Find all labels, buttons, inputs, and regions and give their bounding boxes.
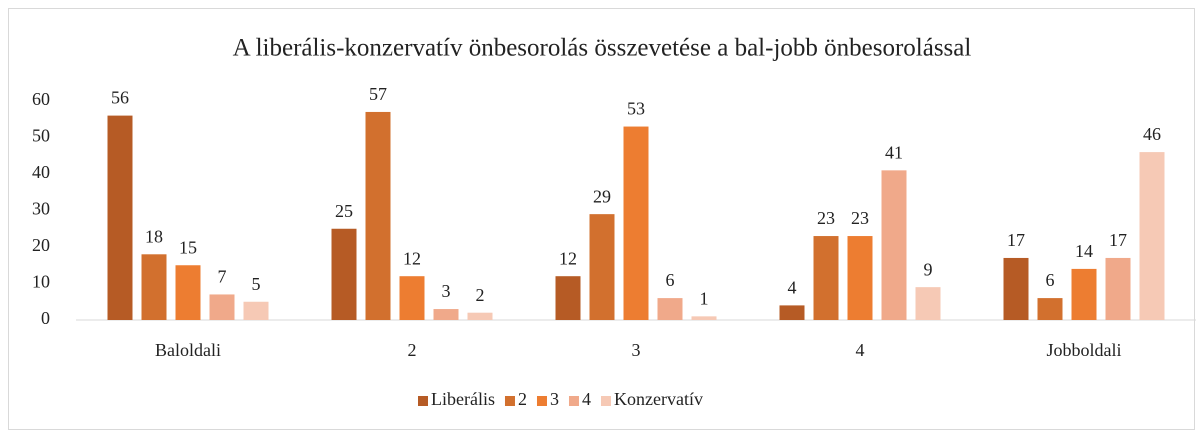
legend-swatch bbox=[600, 396, 611, 406]
data-label: 18 bbox=[145, 226, 163, 246]
x-tick-label: Baloldali bbox=[155, 340, 221, 360]
data-label: 2 bbox=[476, 285, 485, 305]
data-label: 1 bbox=[700, 288, 709, 308]
data-label: 17 bbox=[1109, 230, 1127, 250]
bar bbox=[813, 236, 839, 320]
legend-swatch bbox=[418, 396, 428, 406]
legend-label: 2 bbox=[518, 389, 527, 409]
bar bbox=[1071, 268, 1097, 320]
y-tick-label: 60 bbox=[32, 89, 50, 109]
y-tick-label: 10 bbox=[32, 272, 50, 292]
data-label: 17 bbox=[1007, 230, 1025, 250]
bar bbox=[107, 115, 133, 320]
bar bbox=[209, 294, 235, 320]
y-tick-label: 50 bbox=[32, 126, 50, 146]
y-tick-label: 30 bbox=[32, 199, 50, 219]
bar bbox=[399, 276, 425, 320]
bar bbox=[175, 265, 201, 320]
legend-label: Konzervatív bbox=[614, 389, 703, 409]
data-label: 15 bbox=[179, 237, 197, 257]
data-label: 56 bbox=[111, 88, 129, 108]
bar bbox=[623, 126, 649, 320]
bar bbox=[331, 228, 357, 320]
bar bbox=[1105, 257, 1131, 320]
x-tick-label: 2 bbox=[408, 340, 417, 360]
data-label: 46 bbox=[1143, 124, 1161, 144]
x-tick-label: 3 bbox=[632, 340, 641, 360]
data-label: 23 bbox=[817, 208, 835, 228]
data-label: 53 bbox=[627, 99, 645, 119]
bar bbox=[657, 298, 683, 320]
x-tick-label: Jobboldali bbox=[1047, 340, 1122, 360]
data-label: 12 bbox=[559, 248, 577, 268]
data-label: 3 bbox=[442, 281, 451, 301]
bar bbox=[365, 111, 391, 320]
y-tick-label: 20 bbox=[32, 235, 50, 255]
bar bbox=[779, 305, 805, 320]
legend-label: Liberális bbox=[431, 389, 495, 409]
bar bbox=[243, 301, 269, 320]
data-label: 4 bbox=[788, 278, 797, 298]
bar bbox=[691, 316, 717, 320]
data-label: 29 bbox=[593, 186, 611, 206]
data-label: 6 bbox=[666, 270, 675, 290]
data-label: 14 bbox=[1075, 241, 1093, 261]
data-label: 57 bbox=[369, 84, 387, 104]
data-label: 5 bbox=[252, 274, 261, 294]
data-label: 25 bbox=[335, 201, 353, 221]
legend-label: 3 bbox=[550, 389, 559, 409]
bar bbox=[1003, 257, 1029, 320]
bar bbox=[467, 312, 493, 320]
data-label: 7 bbox=[218, 267, 227, 287]
bar bbox=[915, 287, 941, 320]
data-label: 23 bbox=[851, 208, 869, 228]
y-tick-label: 40 bbox=[32, 162, 50, 182]
bar bbox=[1139, 152, 1165, 320]
y-tick-label: 0 bbox=[41, 308, 50, 328]
legend-label: 4 bbox=[582, 389, 591, 409]
bar bbox=[555, 276, 581, 320]
data-label: 9 bbox=[924, 259, 933, 279]
bar bbox=[1037, 298, 1063, 320]
chart-title: A liberális-konzervatív önbesorolás össz… bbox=[233, 35, 972, 62]
bar bbox=[433, 309, 459, 320]
bar bbox=[589, 214, 615, 320]
x-tick-label: 4 bbox=[856, 340, 865, 360]
bar bbox=[847, 236, 873, 320]
legend-swatch bbox=[504, 396, 515, 406]
data-label: 41 bbox=[885, 142, 903, 162]
bar bbox=[881, 170, 907, 320]
legend-swatch bbox=[536, 396, 547, 406]
legend-swatch bbox=[568, 396, 579, 406]
bar bbox=[141, 254, 167, 320]
data-label: 12 bbox=[403, 248, 421, 268]
data-label: 6 bbox=[1046, 270, 1055, 290]
